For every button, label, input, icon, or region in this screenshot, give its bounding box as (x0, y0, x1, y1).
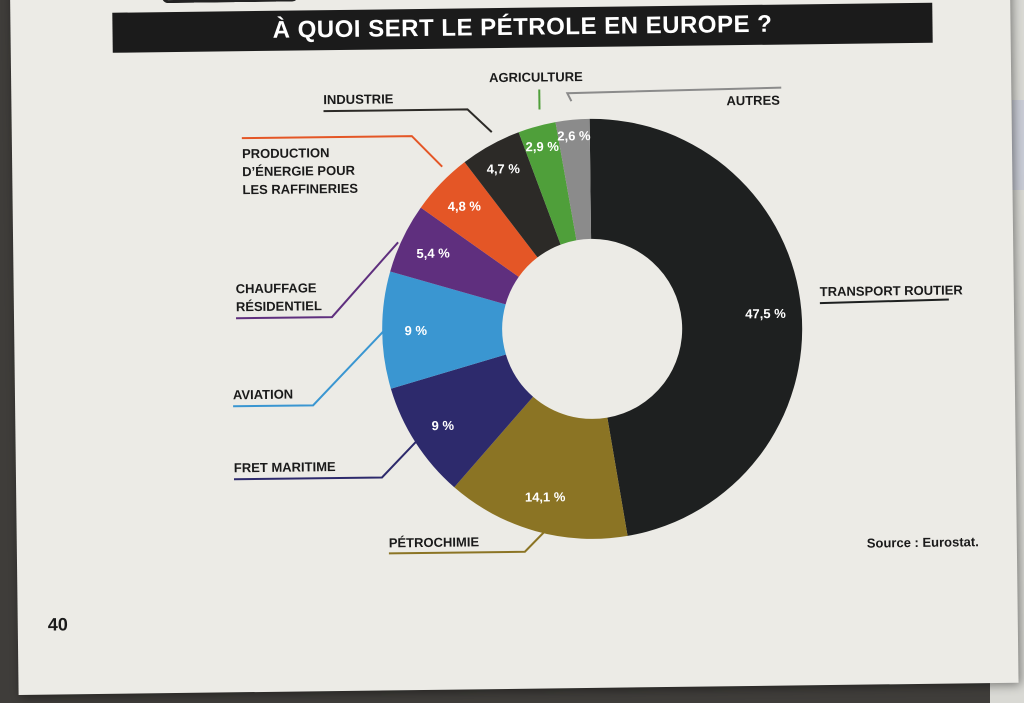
category-label-transport-routier: TRANSPORT ROUTIER (820, 282, 964, 299)
value-label-production-d-energie-pour-les-raffineries: 4,8 % (448, 198, 482, 213)
slice-aviation (382, 271, 506, 389)
donut-slices (382, 118, 803, 539)
category-label-fret-maritime: FRET MARITIME (234, 459, 336, 475)
category-label-autres: AUTRES (726, 93, 780, 109)
leader-petrochimie (388, 530, 546, 555)
leader-chauffage-residentiel (236, 241, 399, 320)
slice-petrochimie (454, 396, 628, 539)
leader-aviation (233, 327, 387, 408)
slice-autres (555, 118, 592, 241)
value-label-autres: 2,6 % (557, 128, 591, 143)
category-labels: TRANSPORT ROUTIER PÉTROCHIMIE FRET MARITIM… (233, 69, 964, 550)
source-note: Source : Eurostat. (866, 534, 979, 551)
category-label-production-d-energie-pour-les-raffineries: PRODUCTIOND’ÉNERGIE POURLES RAFFINERIES (242, 145, 359, 197)
category-label-petrochimie: PÉTROCHIMIE (389, 534, 480, 550)
slice-production-d-energie-pour-les-raffineries (420, 162, 538, 277)
slice-transport-routier (589, 118, 803, 536)
slice-agriculture (518, 122, 577, 245)
leader-production-d-energie-pour-les-raffineries (241, 135, 443, 168)
leader-fret-maritime (233, 436, 422, 481)
slice-chauffage-residentiel (390, 207, 519, 305)
slice-fret-maritime (390, 354, 534, 488)
value-label-industrie: 4,7 % (487, 161, 521, 176)
slice-industrie (464, 132, 561, 258)
category-label-aviation: AVIATION (233, 387, 293, 403)
value-label-chauffage-residentiel: 5,4 % (416, 246, 450, 261)
value-label-agriculture: 2,9 % (526, 139, 560, 154)
leader-lines (233, 86, 949, 555)
category-label-industrie: INDUSTRIE (323, 91, 394, 107)
leader-autres (565, 86, 782, 102)
value-label-fret-maritime: 9 % (432, 418, 455, 433)
value-labels: 47,5 % 14,1 % 9 % 9 % 5,4 % 4,8 % 4,7 % 2,9 %2,… (404, 128, 786, 505)
leader-industrie (323, 108, 493, 133)
category-label-agriculture: AGRICULTURE (489, 69, 583, 85)
page-tab (1012, 100, 1024, 190)
leader-transport-routier (819, 298, 949, 305)
category-label-chauffage-residentiel: CHAUFFAGERÉSIDENTIEL (236, 280, 322, 314)
page-number: 40 (47, 614, 68, 635)
donut-chart: 47,5 % 14,1 % 9 % 9 % 5,4 % 4,8 % 4,7 % 2,9 %2,… (233, 69, 964, 555)
book-page: À QUOI SERT LE PÉTROLE EN EUROPE ? 47,5 … (10, 0, 1019, 695)
value-label-transport-routier: 47,5 % (745, 306, 786, 321)
value-label-aviation: 9 % (404, 323, 427, 338)
value-label-petrochimie: 14,1 % (525, 489, 566, 504)
